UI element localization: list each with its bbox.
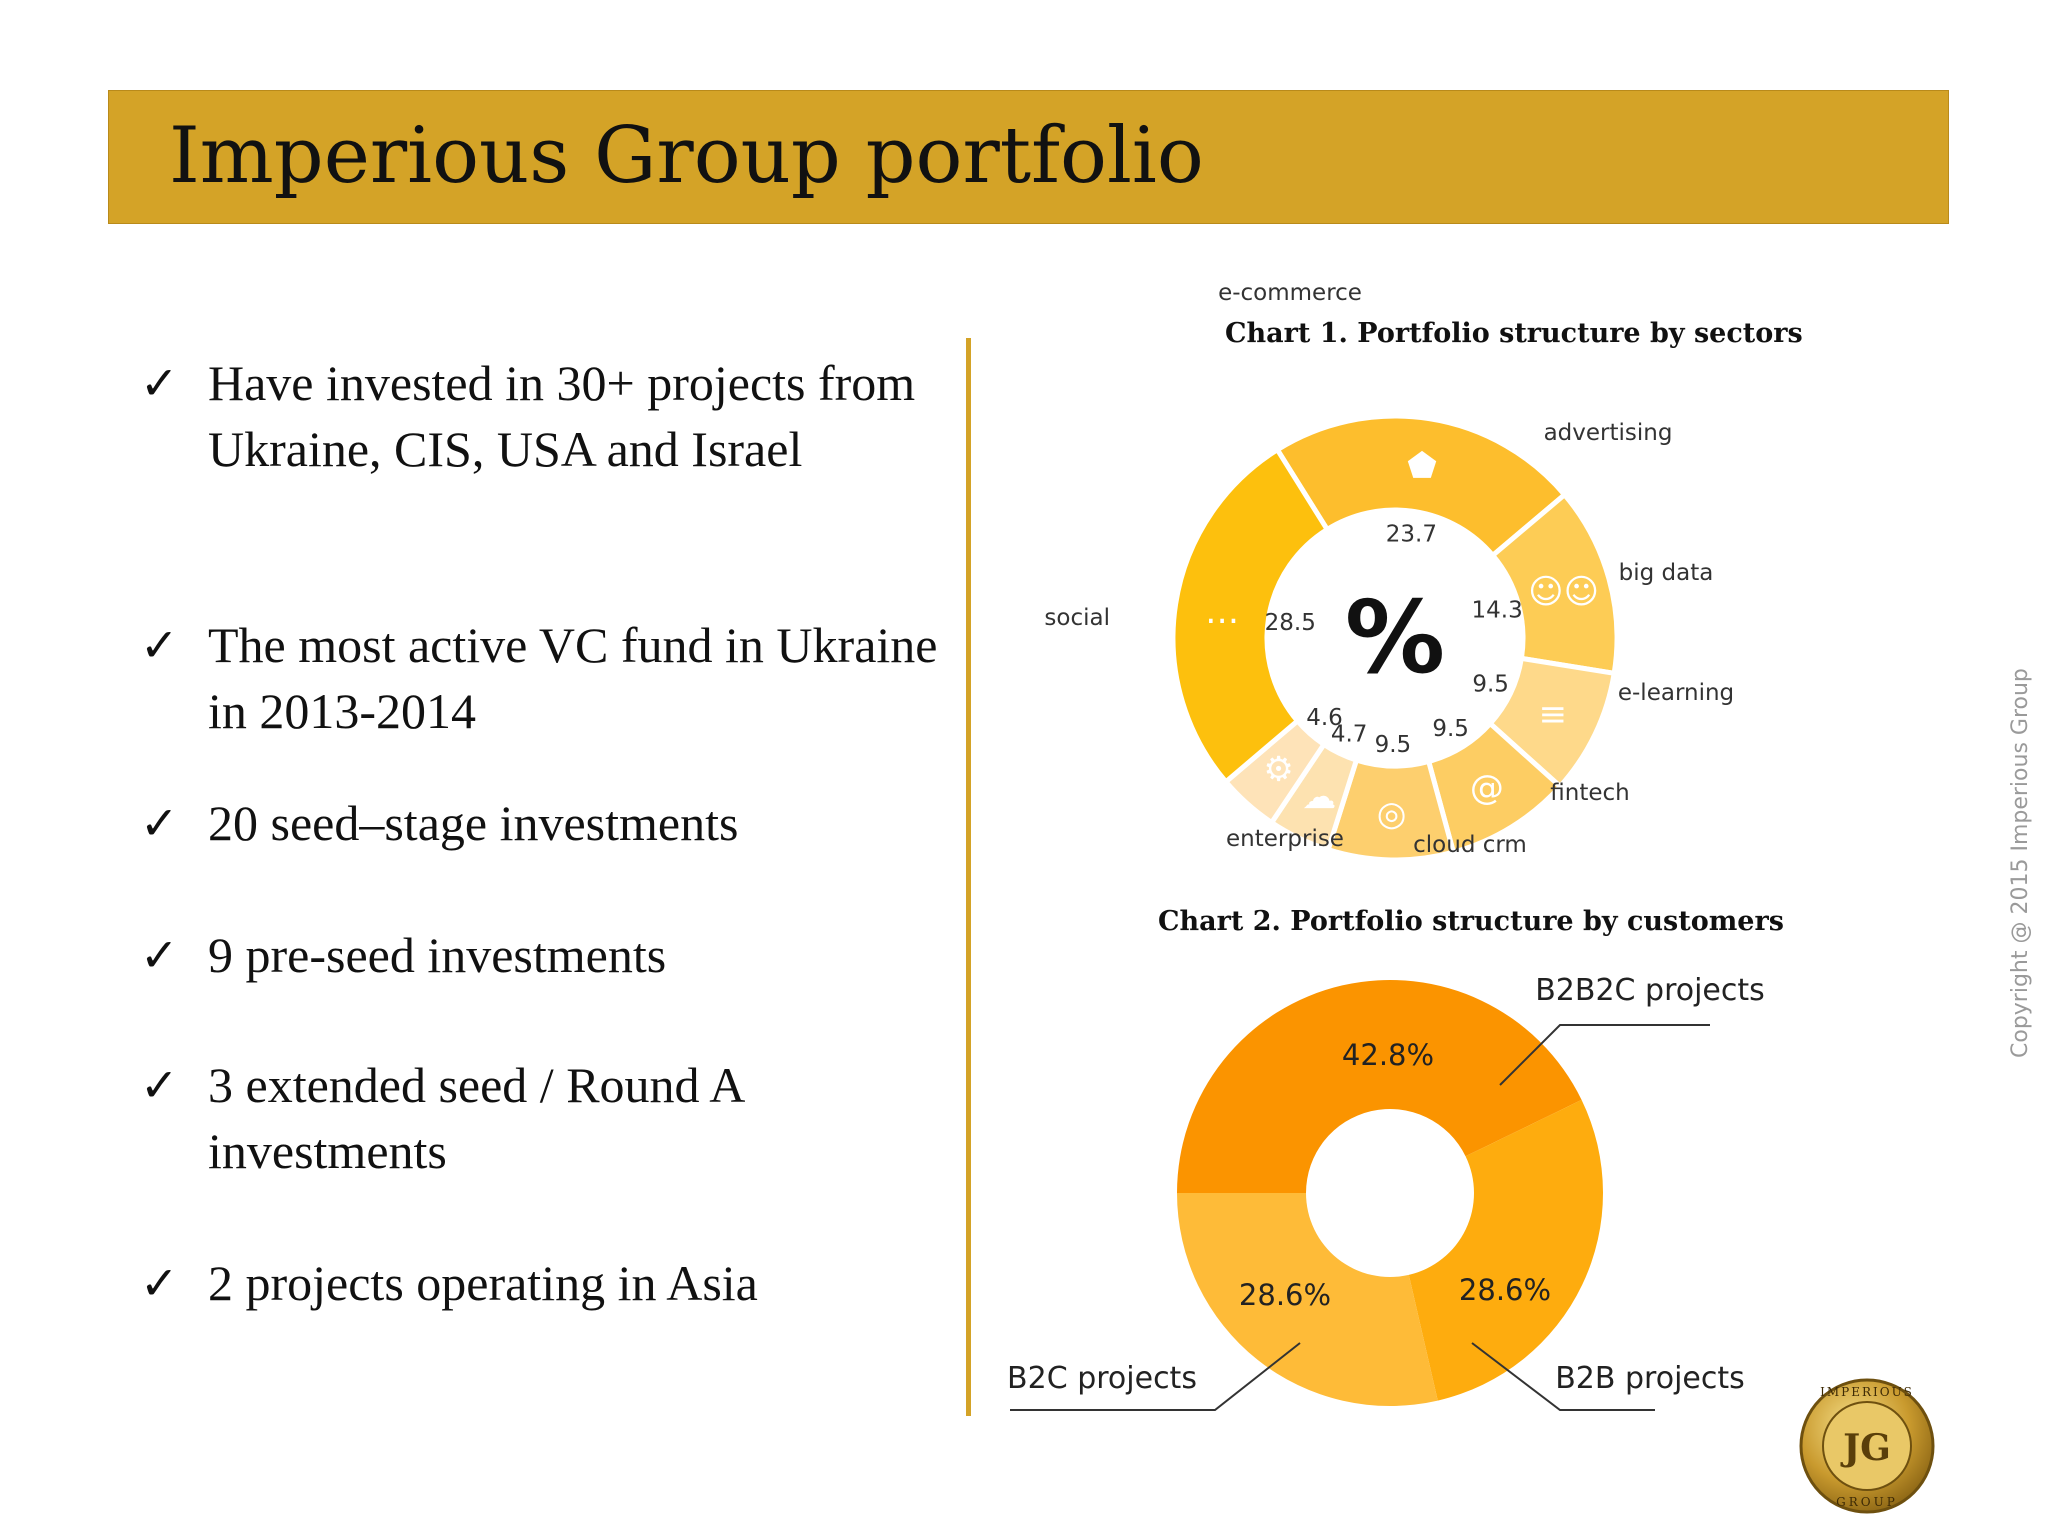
bullet-text: 2 projects operating in Asia xyxy=(208,1255,758,1311)
bullet-text: Have invested in 30+ projects from Ukrai… xyxy=(208,355,916,477)
bullet-item: ✓ The most active VC fund in Ukraine in … xyxy=(140,612,940,744)
people-icon: ☺☺ xyxy=(1528,572,1599,612)
value-label-advertising: 14.3 xyxy=(1472,598,1523,624)
value-label-enterprise: 4.6 xyxy=(1306,705,1343,731)
leader-line-b2c-projects xyxy=(1010,1342,1301,1411)
gear-icon: ⚙ xyxy=(1263,750,1293,790)
bullet-item: ✓ 9 pre-seed investments xyxy=(140,922,940,988)
value-label-b2b2c-projects: 42.8% xyxy=(1342,1038,1434,1072)
chart2-title: Chart 2. Portfolio structure by customer… xyxy=(1158,906,1784,937)
value-label-fintech: 9.5 xyxy=(1375,732,1412,758)
bullet-item: ✓ 2 projects operating in Asia xyxy=(140,1250,940,1316)
globe-icon: ◎ xyxy=(1377,794,1407,834)
checkmark-icon: ✓ xyxy=(140,356,179,410)
checkmark-icon: ✓ xyxy=(140,1058,179,1112)
category-label-cloud-crm: cloud crm xyxy=(1413,832,1527,858)
bullet-item: ✓ 20 seed–stage investments xyxy=(140,790,940,856)
category-label-fintech: fintech xyxy=(1550,780,1629,806)
category-label-e-commerce: e-commerce xyxy=(1218,280,1362,306)
logo-bottom-text: GROUP xyxy=(1836,1495,1898,1509)
logo-monogram: JG xyxy=(1840,1427,1891,1469)
bullet-item: ✓ Have invested in 30+ projects from Ukr… xyxy=(140,350,940,482)
category-label-social: social xyxy=(1044,605,1110,631)
category-label-enterprise: enterprise xyxy=(1226,826,1344,852)
checkmark-icon: ✓ xyxy=(140,796,179,850)
logo-inner xyxy=(1822,1401,1912,1491)
percent-symbol: % xyxy=(1345,579,1445,696)
bullet-text: 9 pre-seed investments xyxy=(208,927,667,983)
slice-social xyxy=(1170,446,1331,786)
leader-line-b2b2c-projects xyxy=(1499,1024,1710,1086)
imperious-group-logo: JG IMPERIOUS GROUP xyxy=(1799,1378,1935,1514)
at-sign-icon: @ xyxy=(1470,768,1504,808)
category-label-big-data: big data xyxy=(1619,560,1714,586)
slice-b2b2c-projects xyxy=(1177,979,1582,1193)
value-label-big-data: 9.5 xyxy=(1472,672,1509,698)
category-label-b2b-projects: B2B projects xyxy=(1555,1361,1745,1396)
value-label-b2c-projects: 28.6% xyxy=(1239,1278,1331,1312)
checkmark-icon: ✓ xyxy=(140,618,179,672)
category-label-b2c-projects: B2C projects xyxy=(1007,1361,1197,1396)
checkmark-icon: ✓ xyxy=(140,928,179,982)
checkmark-icon: ✓ xyxy=(140,1256,179,1310)
value-label-social: 28.5 xyxy=(1265,610,1316,636)
value-label-cloud-crm: 4.7 xyxy=(1331,722,1368,748)
bullet-text: The most active VC fund in Ukraine in 20… xyxy=(208,617,938,739)
page-title: Imperious Group portfolio xyxy=(169,111,1204,201)
logo-top-text: IMPERIOUS xyxy=(1820,1385,1914,1399)
slice-b2c-projects xyxy=(1177,1193,1438,1406)
customer-donut-chart: 42.8% B2B2C projects 28.6% B2B projects 28.6… xyxy=(1007,973,1765,1411)
cloud-icon: ☁ xyxy=(1302,777,1336,817)
title-bar: Imperious Group portfolio xyxy=(108,90,1949,224)
value-label-b2b-projects: 28.6% xyxy=(1459,1273,1551,1307)
value-label-e-commerce: 23.7 xyxy=(1386,521,1437,547)
vertical-divider xyxy=(966,338,971,1416)
sector-donut-chart: 23.7 ⬟ e-commerce 14.3 ☺☺ advertising 9.5 ≡ big … xyxy=(1044,280,1734,863)
leader-line-b2b-projects xyxy=(1471,1342,1655,1411)
slice-b2b-projects xyxy=(1408,1099,1603,1401)
copyright-text: Copyright @ 2015 Imperious Group xyxy=(2008,668,2033,1058)
chart1-title: Chart 1. Portfolio structure by sectors xyxy=(1225,318,1803,349)
category-label-e-learning: e-learning xyxy=(1618,680,1734,706)
bullet-item: ✓ 3 extended seed / Round A investments xyxy=(140,1052,940,1184)
slice-e-commerce xyxy=(1273,413,1569,559)
price-tag-icon: ⬟ xyxy=(1407,446,1437,486)
bullet-text: 3 extended seed / Round A investments xyxy=(208,1057,743,1179)
value-label-e-learning: 9.5 xyxy=(1432,716,1469,742)
category-label-b2b2c-projects: B2B2C projects xyxy=(1535,973,1765,1008)
binary-data-icon: ≡ xyxy=(1539,694,1568,734)
category-label-advertising: advertising xyxy=(1544,420,1673,446)
bullet-text: 20 seed–stage investments xyxy=(208,795,739,851)
speech-bubbles-icon: … xyxy=(1205,592,1239,632)
